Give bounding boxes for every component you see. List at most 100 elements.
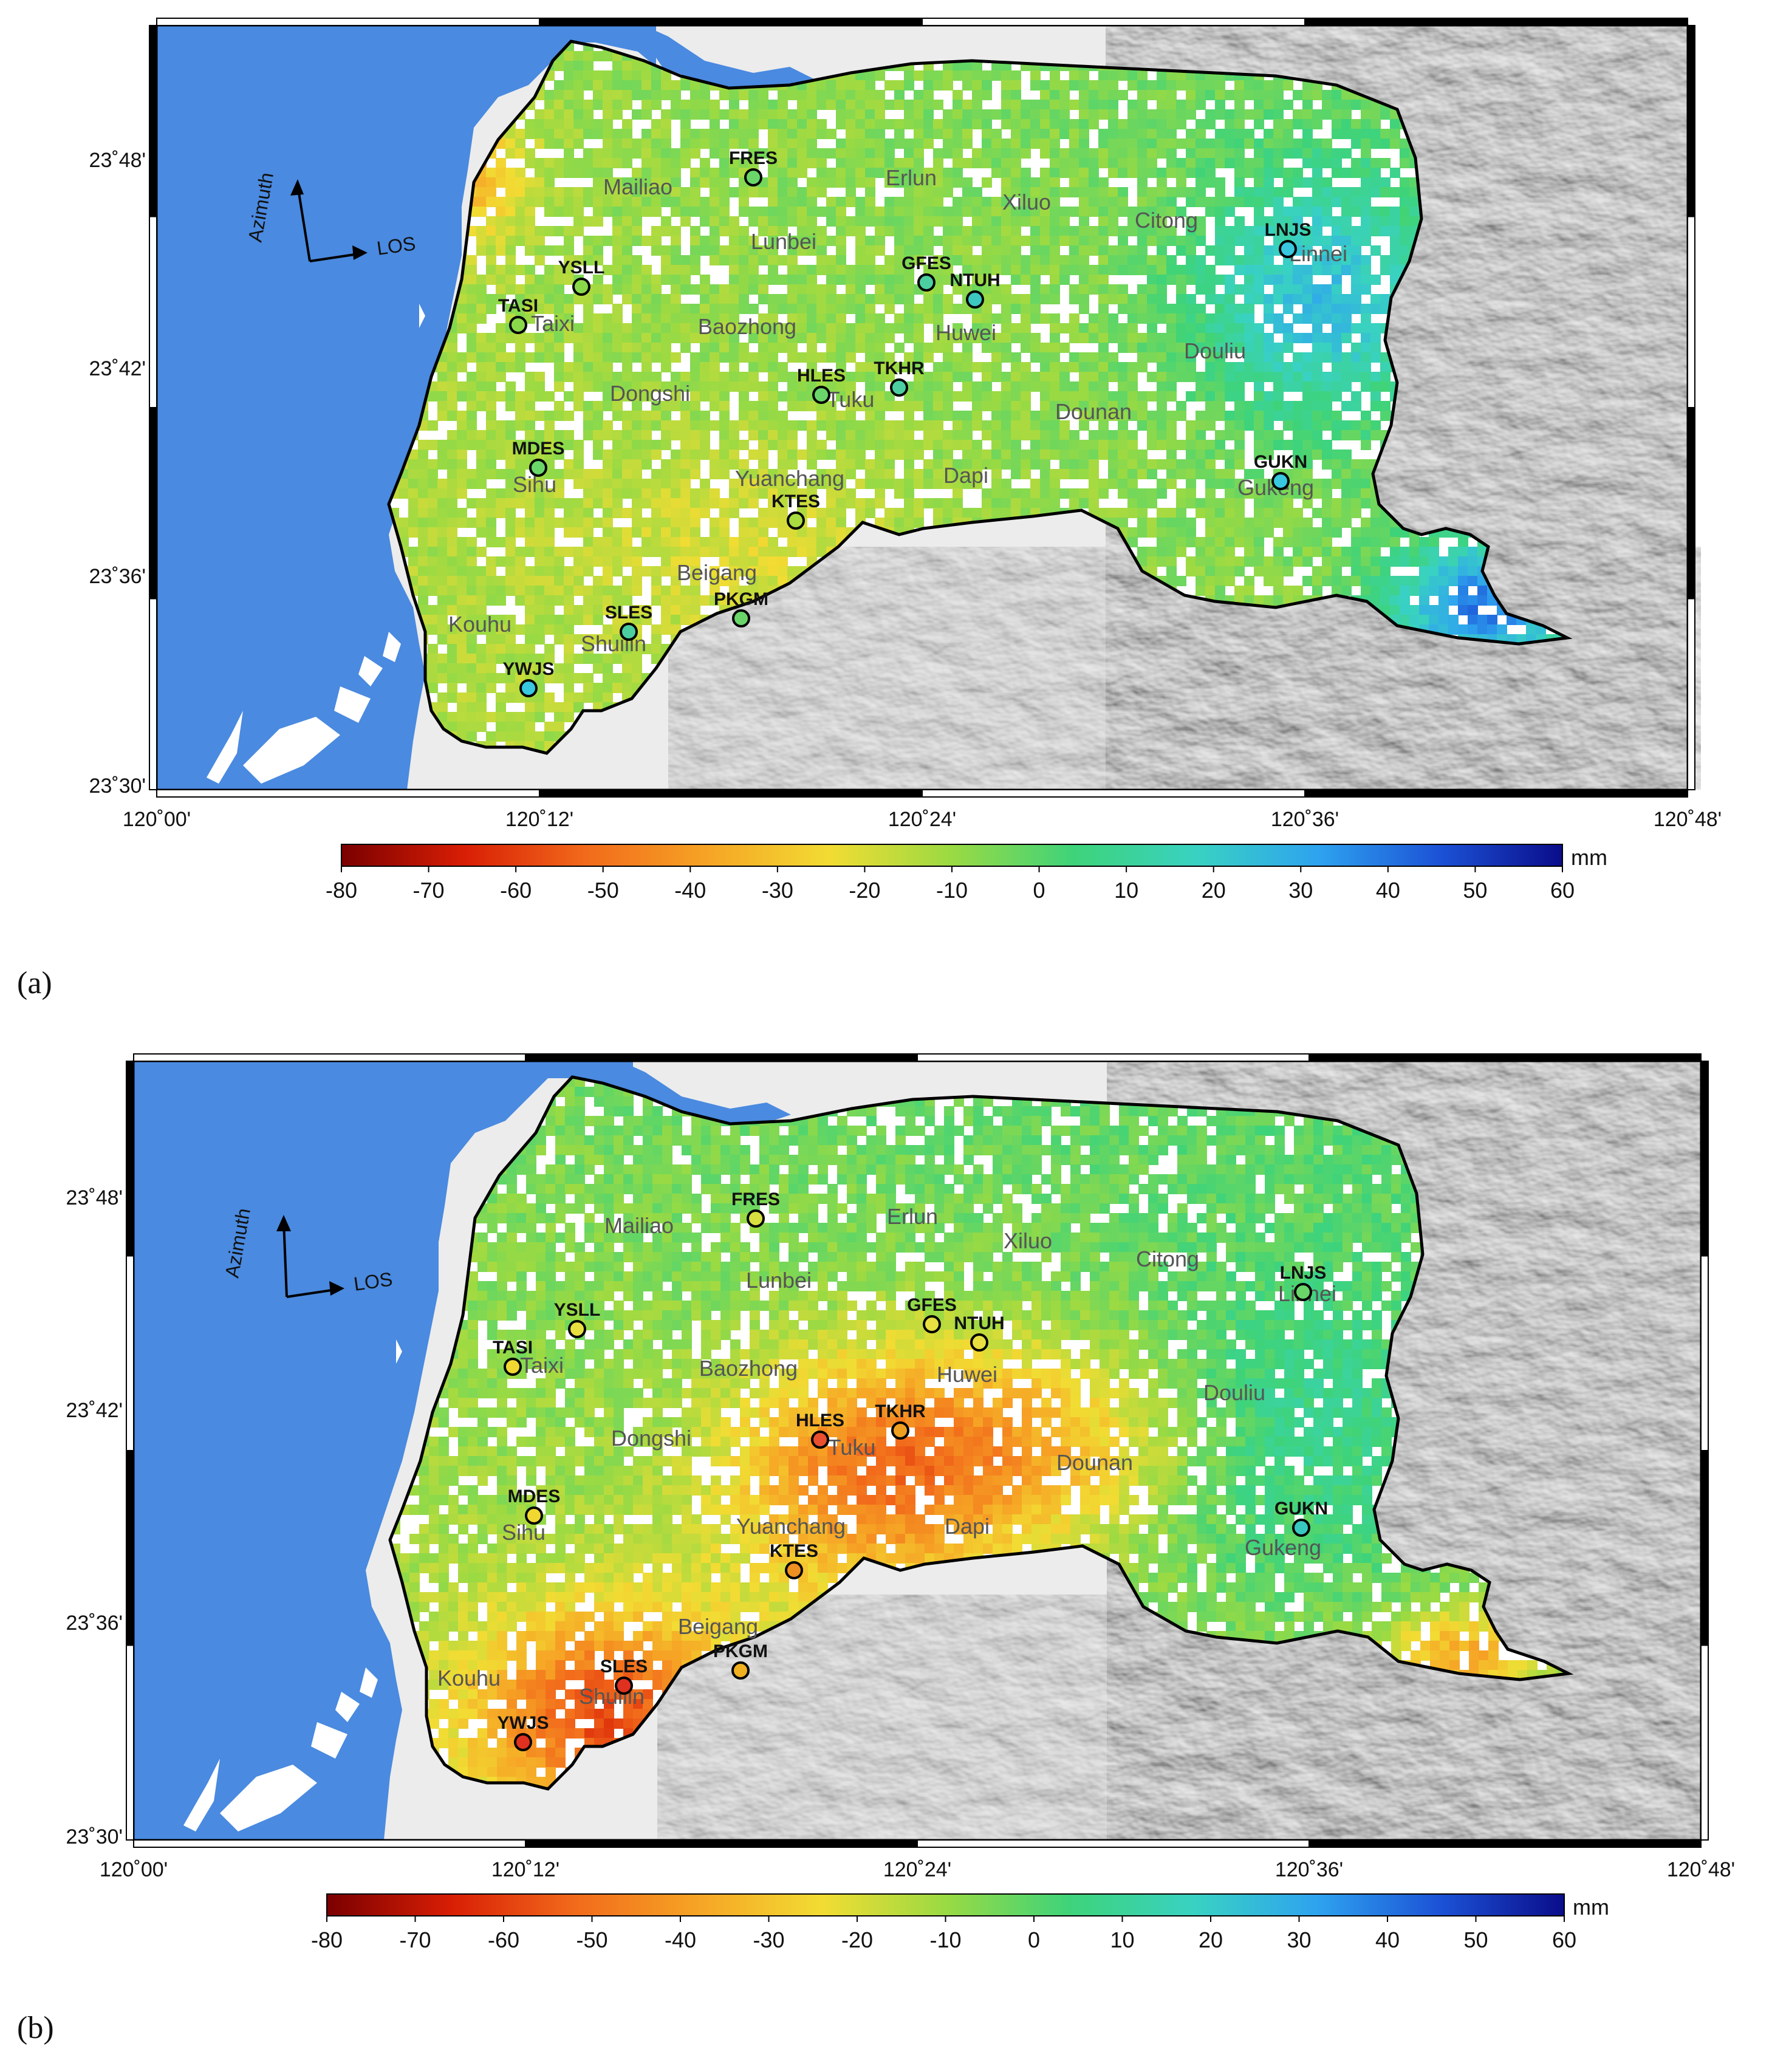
colorbar-tick-label: -20 <box>841 1927 873 1952</box>
town-label: Lunbei <box>746 1268 812 1293</box>
study-area-boundary <box>388 1075 1574 1791</box>
station-label: YSLL <box>554 1300 601 1320</box>
los-label: LOS <box>375 232 417 259</box>
town-label: Lunbei <box>751 229 816 254</box>
town-label: Kouhu <box>448 612 511 637</box>
colorbar-tick-label: 10 <box>1114 878 1138 903</box>
offshore-islands <box>207 304 425 784</box>
town-label: Dongshi <box>610 381 690 406</box>
station-label: KTES <box>770 1541 818 1561</box>
colorbar-tick-label: 30 <box>1287 1927 1311 1952</box>
colorbar-tick-label: -70 <box>413 878 445 903</box>
station-label: FRES <box>729 148 778 168</box>
town-label: Dounan <box>1055 399 1132 424</box>
town-label: Shuilin <box>579 1684 645 1709</box>
town-label: Huwei <box>937 1362 997 1387</box>
station-label: GFES <box>901 253 951 273</box>
colorbar-ramp <box>326 1893 1565 1916</box>
lat-tick-label: 23˚36' <box>66 1612 123 1635</box>
lon-tick-label: 120˚36' <box>1275 1858 1343 1881</box>
panel-label: (b) <box>17 2011 54 2045</box>
station-marker <box>572 278 590 296</box>
station-marker <box>1292 1519 1310 1537</box>
lon-tick-label: 120˚36' <box>1271 808 1339 831</box>
station-marker <box>529 459 547 477</box>
colorbar-tick-label: -10 <box>936 878 968 903</box>
frame-ticks <box>126 1053 1709 1848</box>
station-label: TASI <box>493 1338 533 1358</box>
station-marker <box>812 386 830 404</box>
station-marker <box>1271 472 1290 490</box>
lat-tick-label: 23˚48' <box>66 1186 123 1209</box>
colorbar-tick-label: -50 <box>587 878 619 903</box>
station-marker <box>890 378 908 397</box>
colorbar: -80 -70 -60 -50 -40 -30 -20 -10 0 10 20 30 40 50 60 mm <box>311 1893 1609 1952</box>
town-label: Baozhong <box>698 314 796 339</box>
panel-a: 23˚48' 23˚42' 23˚36' 23˚30' 120˚00' 120˚… <box>17 18 1722 1000</box>
river-estuary <box>644 26 814 91</box>
station-marker <box>744 168 762 186</box>
town-label: Sihu <box>513 472 556 497</box>
station-marker <box>1294 1283 1312 1301</box>
colorbar-tick-label: -30 <box>753 1927 784 1952</box>
lat-tick-label: 23˚30' <box>89 774 146 798</box>
station-marker <box>620 623 638 641</box>
town-label: Taixi <box>520 1353 564 1378</box>
station-marker <box>615 1677 633 1695</box>
station-marker <box>970 1333 988 1352</box>
station-marker <box>731 1661 750 1680</box>
station-label: GFES <box>907 1295 957 1315</box>
station-label: TKHR <box>875 1401 926 1421</box>
station-marker <box>514 1733 532 1751</box>
colorbar-tick-label: -60 <box>488 1927 519 1952</box>
colorbar-tick-label: -30 <box>762 878 793 903</box>
lat-tick-label: 23˚42' <box>89 357 146 380</box>
colorbar-tick-label: 50 <box>1463 1927 1488 1952</box>
town-label: Yuanchang <box>736 1514 846 1539</box>
town-label: Huwei <box>936 320 996 345</box>
station-marker <box>1279 240 1297 258</box>
colorbar-tick-label: -50 <box>576 1927 607 1952</box>
colorbar-tick-label: -40 <box>665 1927 696 1952</box>
station-marker <box>966 290 984 309</box>
town-label: Mailiao <box>603 174 672 199</box>
lon-tick-label: 120˚12' <box>491 1858 559 1881</box>
station-label: TASI <box>498 296 538 316</box>
colorbar-tick-label: 10 <box>1110 1927 1134 1952</box>
station-label: GUKN <box>1254 452 1307 472</box>
station-label: NTUH <box>949 270 1000 290</box>
sea <box>157 26 656 790</box>
station-label: HLES <box>796 1410 844 1431</box>
town-label: Erlun <box>887 1204 938 1229</box>
colorbar-tick-label: 60 <box>1550 878 1575 903</box>
station-label: MDES <box>512 439 565 459</box>
station-marker <box>787 511 805 530</box>
colorbar: -80 -70 -60 -50 -40 -30 -20 -10 0 10 20 30 40 50 60 mm <box>326 844 1607 903</box>
colorbar-tick-label: 20 <box>1202 878 1226 903</box>
study-area-boundary <box>387 39 1573 755</box>
station-marker <box>917 273 936 292</box>
station-marker <box>732 609 750 627</box>
town-label: Mailiao <box>604 1213 674 1238</box>
station-label: YWJS <box>497 1713 549 1733</box>
town-label: Xiluo <box>1002 190 1051 214</box>
town-label: Beigang <box>677 560 757 585</box>
station-label: LNJS <box>1280 1263 1327 1283</box>
colorbar-tick-label: 40 <box>1375 1927 1400 1952</box>
lon-tick-label: 120˚48' <box>1667 1858 1735 1881</box>
station-marker <box>509 316 527 334</box>
station-marker <box>525 1506 543 1525</box>
town-label: Erlun <box>886 165 937 190</box>
town-label: Xiluo <box>1004 1228 1052 1253</box>
colorbar-tick-label: 20 <box>1199 1927 1223 1952</box>
town-label: Beigang <box>678 1614 758 1639</box>
station-label: PKGM <box>713 1641 768 1661</box>
panel-b: 23˚48' 23˚42' 23˚36' 23˚30' 120˚00' 120˚… <box>17 1053 1735 2045</box>
station-marker <box>504 1358 522 1376</box>
lon-tick-label: 120˚12' <box>505 808 573 831</box>
town-label: Taixi <box>531 311 575 336</box>
colorbar-tick-label: 60 <box>1552 1927 1576 1952</box>
town-labels: MailiaoLunbeiErlunXiluoCitongLinneiTaixi… <box>437 1204 1336 1709</box>
colorbar-tick-label: 0 <box>1028 1927 1040 1952</box>
